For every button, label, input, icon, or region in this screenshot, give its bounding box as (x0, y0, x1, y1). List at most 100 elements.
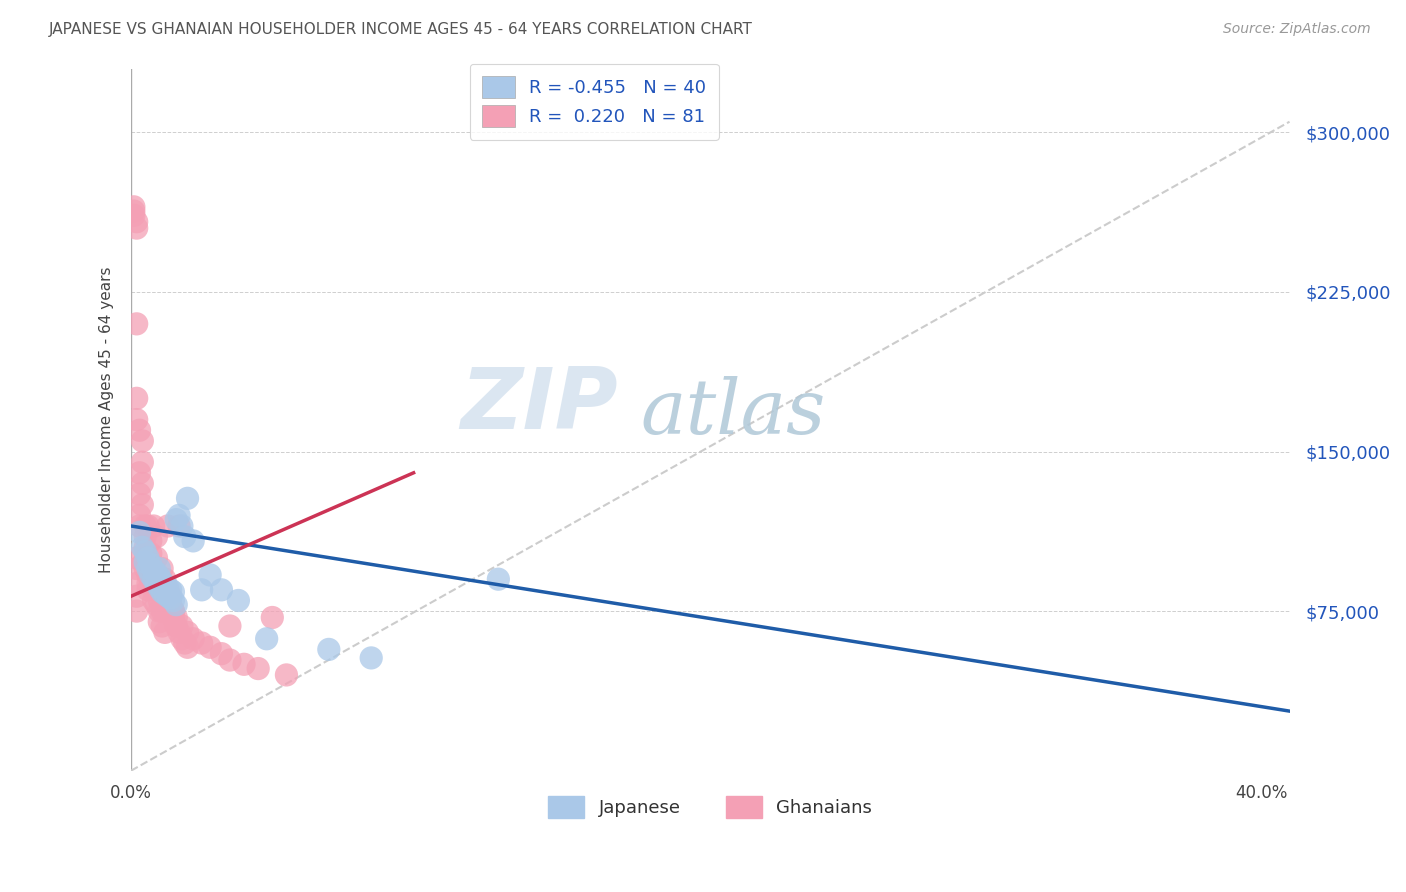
Point (142, 572, 165, 586)
Point (128, 487, 150, 501)
Point (150, 574, 173, 589)
Point (145, 568, 167, 582)
Point (162, 604, 184, 618)
Point (139, 576, 162, 591)
Point (181, 533, 204, 548)
Point (134, 519, 156, 533)
Point (148, 604, 170, 618)
Point (198, 640, 221, 655)
Point (136, 550, 159, 565)
Point (318, 642, 340, 657)
Point (162, 604, 184, 618)
Point (159, 591, 181, 606)
Point (159, 582, 181, 597)
Point (156, 581, 179, 595)
Point (165, 610, 187, 624)
Point (139, 547, 162, 561)
Point (139, 561, 162, 575)
Point (173, 636, 195, 650)
Point (139, 558, 162, 572)
Point (122, 204, 145, 219)
Point (128, 466, 150, 480)
Point (134, 541, 156, 555)
Point (145, 598, 167, 612)
Point (159, 589, 181, 603)
Point (190, 582, 212, 597)
Point (176, 625, 198, 640)
Point (125, 221, 148, 235)
Point (145, 576, 167, 591)
Point (150, 619, 173, 633)
Point (256, 632, 278, 646)
Point (211, 582, 233, 597)
Point (262, 610, 284, 624)
Y-axis label: Householder Income Ages 45 - 64 years: Householder Income Ages 45 - 64 years (100, 267, 114, 573)
Point (142, 564, 165, 578)
Point (233, 657, 256, 672)
Point (162, 593, 184, 607)
Point (125, 604, 148, 618)
Point (159, 598, 181, 612)
Point (190, 636, 212, 650)
Point (165, 513, 187, 527)
Point (148, 561, 170, 575)
Point (136, 568, 159, 582)
Point (125, 589, 148, 603)
Point (122, 208, 145, 222)
Point (145, 530, 167, 544)
Point (131, 434, 153, 448)
Point (150, 604, 173, 618)
Point (142, 593, 165, 607)
Point (247, 662, 270, 676)
Point (150, 585, 173, 599)
Point (128, 508, 150, 523)
Point (360, 651, 382, 665)
Point (198, 568, 221, 582)
Point (134, 561, 156, 575)
Point (153, 582, 176, 597)
Point (125, 317, 148, 331)
Point (176, 640, 198, 655)
Point (156, 519, 179, 533)
Point (486, 572, 509, 586)
Point (148, 593, 170, 607)
Text: ZIP: ZIP (460, 364, 617, 447)
Point (131, 541, 153, 555)
Point (156, 582, 179, 597)
Point (167, 625, 190, 640)
Point (165, 619, 187, 633)
Point (139, 533, 162, 548)
Point (219, 653, 242, 667)
Point (125, 392, 148, 406)
Point (211, 647, 233, 661)
Point (176, 491, 198, 506)
Point (139, 568, 162, 582)
Point (134, 544, 156, 558)
Point (125, 215, 148, 229)
Point (150, 561, 173, 575)
Point (148, 576, 170, 591)
Text: JAPANESE VS GHANAIAN HOUSEHOLDER INCOME AGES 45 - 64 YEARS CORRELATION CHART: JAPANESE VS GHANAIAN HOUSEHOLDER INCOME … (49, 22, 754, 37)
Point (156, 589, 179, 603)
Point (136, 561, 159, 575)
Point (134, 530, 156, 544)
Point (125, 561, 148, 575)
Point (148, 581, 170, 595)
Point (128, 423, 150, 437)
Point (131, 455, 153, 469)
Point (131, 498, 153, 512)
Point (170, 619, 193, 633)
Point (125, 412, 148, 426)
Point (142, 519, 165, 533)
Point (148, 582, 170, 597)
Point (128, 519, 150, 533)
Point (153, 578, 176, 592)
Point (134, 555, 156, 569)
Point (153, 572, 176, 586)
Legend: Japanese, Ghanaians: Japanese, Ghanaians (541, 789, 880, 825)
Point (125, 550, 148, 565)
Point (125, 576, 148, 591)
Point (153, 587, 176, 601)
Point (162, 610, 184, 624)
Point (153, 625, 176, 640)
